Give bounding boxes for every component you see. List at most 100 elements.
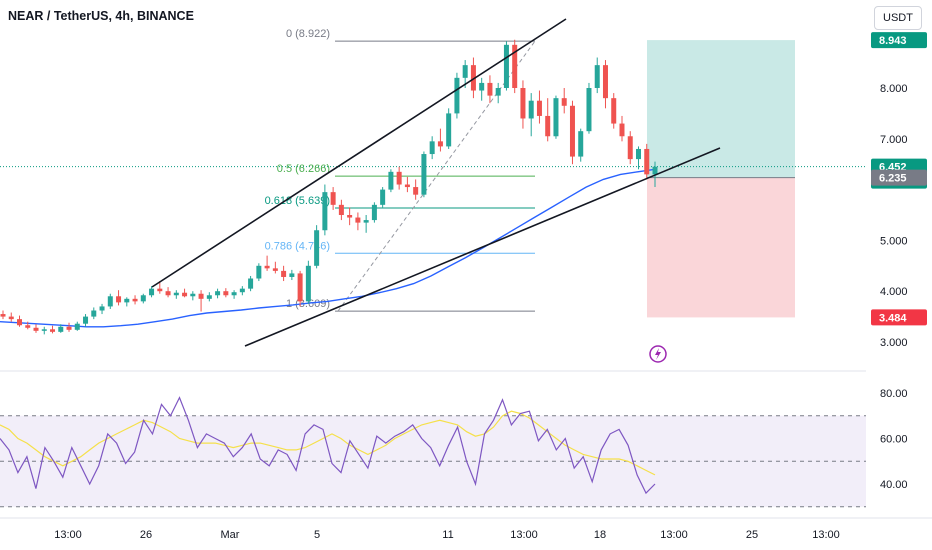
trend-channel-lines[interactable] (151, 18, 721, 347)
candle (231, 292, 237, 296)
candle (479, 82, 485, 91)
candle (586, 88, 592, 132)
candle (182, 292, 188, 297)
candle (33, 327, 39, 331)
candle (388, 171, 394, 190)
candle (314, 230, 320, 266)
price-tick-label: 7.000 (880, 134, 908, 146)
candle (173, 292, 179, 296)
candle (561, 98, 567, 106)
long-position-tool[interactable] (647, 40, 795, 318)
time-axis[interactable]: 13:00 26 Mar 5 11 13:00 18 13:00 25 13:00 (0, 517, 932, 541)
candle (380, 189, 386, 205)
candle (74, 323, 80, 330)
candle (264, 265, 270, 269)
price-tick-label: 4.000 (880, 286, 908, 298)
rsi-tick-label: 80.00 (880, 388, 908, 400)
fib-label: 0 (8.922) (286, 28, 330, 40)
candle (223, 291, 229, 296)
candle (165, 291, 171, 296)
fib-label: 1 (3.609) (286, 298, 330, 310)
lightning-bolt (655, 348, 661, 360)
candle (413, 187, 419, 195)
candle (322, 192, 328, 231)
candle (297, 273, 303, 302)
candle (644, 148, 650, 175)
time-tick-label: Mar (221, 529, 240, 541)
candle (91, 310, 97, 317)
candle (248, 278, 254, 289)
chart-markers (649, 345, 667, 363)
time-tick-label: 18 (594, 529, 606, 541)
candle (421, 154, 427, 195)
candle (281, 270, 287, 277)
price-tick-label: 8.000 (880, 83, 908, 95)
target-zone (647, 40, 795, 178)
candle (58, 326, 64, 332)
currency-selector[interactable]: USDT (874, 6, 922, 30)
fib-label: 0.5 (6.266) (277, 163, 330, 175)
candle (553, 98, 559, 137)
time-tick-label: 25 (746, 529, 758, 541)
candle (578, 131, 584, 157)
candle (17, 319, 23, 326)
candle (437, 141, 443, 147)
candle (107, 296, 113, 307)
candle (239, 288, 245, 293)
candle (256, 265, 262, 279)
candle (83, 316, 89, 324)
candlesticks (0, 39, 658, 335)
candle (528, 100, 534, 119)
price-tag-label: 8.943 (879, 35, 907, 47)
candle (396, 171, 402, 185)
candle (635, 148, 641, 160)
candle (512, 44, 518, 88)
candle (206, 295, 212, 299)
fibonacci-retracement[interactable]: 0 (8.922) 0.5 (6.266) 0.618 (5.639) 0.786 (… (265, 28, 536, 312)
candle (8, 316, 14, 320)
candle (404, 184, 410, 188)
price-axis[interactable]: 8.0007.0005.0004.0003.0008.9436.45202:43… (866, 0, 932, 491)
lightning-icon (649, 345, 667, 363)
candle (132, 298, 138, 302)
price-tag (871, 309, 927, 326)
time-tick-label: 26 (140, 529, 152, 541)
candle (569, 105, 575, 157)
candle (289, 273, 295, 277)
candle (330, 192, 336, 205)
candle (371, 204, 377, 221)
candle (355, 217, 361, 223)
candle (149, 288, 155, 296)
time-tick-label: 13:00 (660, 529, 688, 541)
price-tag (871, 169, 927, 186)
candle (41, 329, 47, 331)
ma-line (0, 168, 656, 328)
time-tick-label: 13:00 (510, 529, 538, 541)
candle (347, 215, 353, 218)
time-tick-label: 13:00 (54, 529, 82, 541)
candle (594, 65, 600, 88)
rsi-line (0, 396, 656, 495)
candle (520, 88, 526, 119)
channel-lower-line (244, 147, 721, 347)
candle (545, 115, 551, 137)
candle (487, 82, 493, 96)
fib-label: 0.786 (4.746) (265, 240, 330, 252)
time-tick-label: 11 (442, 529, 453, 541)
candle (602, 65, 608, 99)
candle (124, 298, 130, 303)
symbol-title: NEAR / TetherUS, 4h, BINANCE (8, 9, 194, 23)
candle (190, 293, 196, 297)
candle (619, 123, 625, 137)
candle (462, 65, 468, 78)
candle (627, 136, 633, 160)
candle (198, 293, 204, 299)
candle (536, 100, 542, 116)
moving-average (0, 168, 656, 328)
price-tag-label: 3.484 (879, 312, 907, 324)
price-tag-label: 6.235 (879, 173, 907, 185)
rsi-tick-label: 40.00 (880, 479, 908, 491)
candle (503, 44, 509, 88)
candle (272, 268, 278, 271)
